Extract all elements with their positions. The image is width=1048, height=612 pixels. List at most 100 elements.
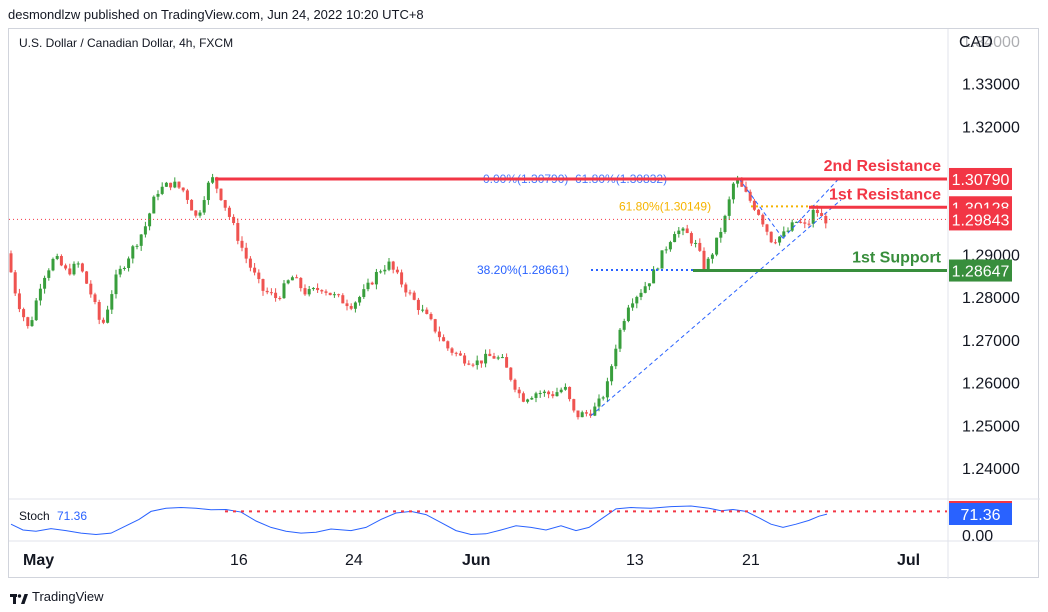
candle-body (731, 183, 735, 200)
chart-frame: U.S. Dollar / Canadian Dollar, 4h, FXCM C… (8, 28, 1040, 579)
candle-body (689, 233, 693, 244)
candle-body (257, 272, 261, 280)
stoch-badge-value: 71.36 (960, 507, 1000, 524)
candle-body (677, 230, 681, 235)
time-axis-tick: May (23, 552, 54, 569)
candle-body (467, 363, 471, 365)
time-axis-tick: 13 (626, 552, 644, 569)
candle-body (643, 286, 647, 293)
candle-body (635, 296, 639, 304)
candle-body (437, 331, 441, 338)
candle-body (761, 214, 765, 225)
candle-body (131, 246, 135, 259)
candle-body (51, 258, 55, 271)
footer: TradingView (10, 589, 104, 604)
price-badge-1st-support: 1.28647 (952, 264, 1010, 281)
candle-body (387, 261, 391, 270)
price-axis-tick: 1.33000 (962, 77, 1020, 94)
candle-body (295, 277, 299, 279)
candle-body (370, 282, 374, 285)
price-axis-tick: 1.34000 (962, 34, 1020, 51)
candle-body (479, 360, 483, 364)
candle-body (76, 263, 80, 265)
stoch-axis-tick: 0.00 (962, 528, 993, 545)
candle-body (551, 394, 555, 397)
candle-body (597, 398, 601, 407)
fib-trend-line (738, 178, 784, 239)
candle-body (345, 303, 349, 307)
price-axis-tick: 1.24000 (962, 461, 1020, 478)
stoch-badge-bg (949, 503, 1012, 525)
candle-body (391, 261, 395, 270)
candle-body (362, 289, 366, 297)
candle-body (118, 268, 122, 275)
time-axis-tick: Jul (897, 552, 920, 569)
candle-body (668, 242, 672, 250)
candle-body (647, 283, 651, 287)
fib-label-382: 38.20%(1.28661) (477, 263, 569, 277)
candle-body (752, 200, 756, 210)
time-axis-tick: 21 (742, 552, 760, 569)
candle-body (290, 277, 294, 281)
candle-body (185, 190, 189, 200)
candle-body (59, 256, 63, 266)
candle-body (622, 321, 626, 330)
candle-body (169, 182, 173, 188)
candle-body (782, 231, 786, 237)
candle-body (324, 291, 328, 293)
candle-body (307, 289, 311, 295)
candle-body (757, 209, 761, 215)
candle-body (618, 329, 622, 349)
candle-body (358, 296, 362, 303)
candle-body (526, 399, 530, 402)
candle-body (194, 210, 198, 216)
price-badge-current: 1.29843 (952, 212, 1010, 229)
candle-body (429, 313, 433, 320)
candle-body (173, 181, 177, 188)
candle-body (660, 250, 664, 269)
candle-body (517, 389, 521, 394)
currency-label: CAD (959, 34, 993, 51)
candle-body (614, 348, 618, 367)
candle-body (442, 337, 446, 342)
candle-body (542, 391, 546, 394)
stoch-line (10, 505, 828, 535)
candle-body (559, 389, 563, 393)
candle-body (101, 319, 105, 323)
candle-body (639, 292, 643, 297)
candle-body (458, 353, 462, 356)
stoch-label: Stoch (19, 509, 50, 523)
candle-body (13, 272, 17, 294)
candle-body (702, 250, 706, 270)
candle-body (274, 292, 278, 299)
candle-body (534, 393, 538, 398)
candle-body (85, 271, 89, 284)
candle-body (341, 295, 345, 304)
candle-body (408, 292, 412, 294)
candle-body (694, 242, 698, 244)
candle-body (811, 209, 815, 224)
fib-label-618-b: 61.80%(1.30149) (619, 199, 711, 213)
candle-body (206, 182, 210, 201)
candle-body (513, 379, 517, 390)
candle-body (253, 267, 257, 273)
candle-body (353, 302, 357, 309)
level-title-1st-support: 1st Support (852, 250, 942, 267)
candle-body (723, 215, 727, 232)
candle-body (349, 306, 353, 309)
candle-body (572, 399, 576, 411)
candle-body (505, 357, 509, 368)
candle-body (593, 406, 597, 416)
candle-body (366, 282, 370, 290)
candle-body (303, 288, 307, 295)
candle-body (106, 309, 110, 323)
candle-body (64, 265, 68, 269)
candle-body (68, 268, 72, 275)
level-title-1st-resistance: 1st Resistance (829, 186, 941, 203)
candle-body (794, 221, 798, 223)
candle-body (538, 393, 542, 395)
candle-body (22, 309, 26, 318)
candle-body (790, 222, 794, 231)
chart-canvas[interactable]: U.S. Dollar / Canadian Dollar, 4h, FXCM C… (9, 29, 1040, 579)
candle-body (332, 294, 336, 296)
